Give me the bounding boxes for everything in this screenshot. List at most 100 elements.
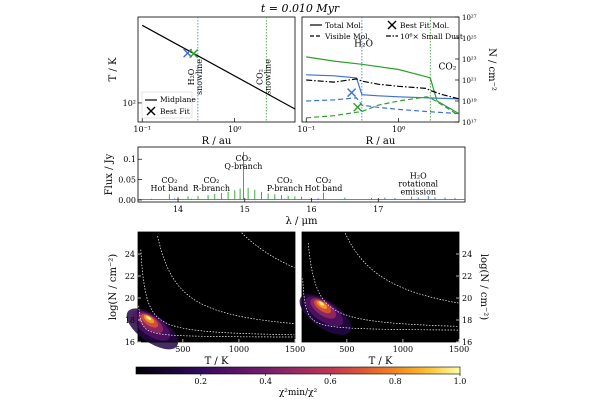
y-tick-label: 10²⁵ <box>462 35 477 43</box>
species-label-0: H₂O <box>354 39 373 49</box>
legend-entry: 10⁶× Small Dust <box>400 32 463 41</box>
contour-line <box>157 236 295 324</box>
y-axis-label: log(N / cm⁻²) <box>108 254 119 320</box>
contour-line <box>241 232 295 268</box>
x-tick-label: 14 <box>173 205 183 214</box>
x-tick-label: 15 <box>240 205 250 214</box>
contour-line <box>307 242 459 327</box>
y-tick-label: 0.00 <box>118 196 136 205</box>
best-fit-co2 <box>189 49 199 59</box>
y-tick-label: 10²¹ <box>462 77 477 85</box>
y-tick-label: 16 <box>125 338 135 347</box>
colorbar-tick-label: 0.8 <box>389 377 402 386</box>
legend-entry: Best Fit Mol. <box>400 21 449 30</box>
y-tick-label: 10²⁷ <box>462 14 477 22</box>
legend-swatch <box>146 106 156 116</box>
colorbar-panel: 0.2 0.4 0.6 0.8 1.0 χ²min/χ² <box>135 366 467 398</box>
spectrum-annotation-5: H₂O <box>410 172 427 181</box>
y-tick-label: 0.1 <box>123 155 136 164</box>
best-fit-co2 <box>353 102 363 112</box>
heatmap-title: H₂O <box>432 236 453 247</box>
legend-entry: Total Mol. <box>325 21 363 30</box>
contour-line <box>140 249 295 336</box>
x-tick-label: 500 <box>339 345 354 354</box>
axes-frame <box>137 231 296 343</box>
heatmap-cell <box>318 301 325 306</box>
spectrum-annotation-3: P-branch <box>267 184 303 193</box>
x-tick-label: 17 <box>373 205 383 214</box>
x-axis-label: T / K <box>369 356 393 367</box>
figure-title: t = 0.010 Myr <box>261 2 340 15</box>
y-tick-label: 10¹⁹ <box>462 98 477 106</box>
y-tick-label: 18 <box>462 316 472 325</box>
x-tick-label: 1500 <box>449 345 469 354</box>
x-axis-label: R / au <box>366 136 396 147</box>
y-tick-label: 16 <box>462 338 472 347</box>
x-axis-label: T / K <box>205 356 229 367</box>
spectrum-annotation-4: CO₂ <box>316 176 332 185</box>
y-tick-label: 0.05 <box>118 176 136 185</box>
y-tick-label: 10²³ <box>462 56 477 64</box>
x-tick-label: 10⁻¹ <box>133 125 151 134</box>
y-tick-label: 22 <box>125 272 135 281</box>
contour-line <box>138 305 295 338</box>
x-tick-label: 500 <box>175 345 190 354</box>
spectrum-annotation-5: rotational <box>398 180 438 189</box>
x-tick-label: 10⁰ <box>392 125 405 134</box>
colorbar-tick-label: 0.6 <box>324 377 337 386</box>
legend-swatch <box>387 20 397 30</box>
y-tick-label: 20 <box>462 294 472 303</box>
legend-box <box>141 91 193 119</box>
y-tick-label: 24 <box>125 250 135 259</box>
snowline-label-0: H₂O <box>187 68 196 85</box>
spectrum-annotation-0: CO₂ <box>161 176 177 185</box>
legend-entry: Best Fit <box>160 107 190 116</box>
colorbar-tick-label: 1.0 <box>454 377 467 386</box>
spectrum-annotation-2: Q-branch <box>224 162 262 171</box>
y-tick-label: 20 <box>125 294 135 303</box>
axes-frame <box>301 231 460 343</box>
x-axis-label: R / au <box>202 136 232 147</box>
spectrum-annotation-3: CO₂ <box>277 176 293 185</box>
x-tick-label: 10⁰ <box>228 125 241 134</box>
series-co2-dashed <box>306 96 460 119</box>
y-tick-label: 24 <box>462 250 472 259</box>
chi2-co2-panel: CO₂ 500 1000 1500 16 18 20 22 24 T / K log(N / cm⁻… <box>108 231 305 367</box>
x-tick-label: 10⁻¹ <box>297 125 315 134</box>
spectrum-annotation-5: emission <box>400 188 436 197</box>
colorbar-tick-label: 0.2 <box>194 377 207 386</box>
y-axis-label: N / cm⁻² <box>486 48 497 91</box>
species-label-1: CO₂ <box>438 63 456 73</box>
best-fit-h2o <box>347 88 357 98</box>
x-axis-label: λ / μm <box>285 216 318 227</box>
colorbar-bar <box>135 366 461 375</box>
series-dust-dashdot <box>306 78 460 100</box>
heatmap-cell <box>145 315 152 320</box>
colorbar-tick-label: 0.4 <box>259 377 272 386</box>
y-axis-label: Flux / Jy <box>104 153 115 195</box>
contour-line <box>302 278 459 331</box>
spectrum-annotation-4: Hot band <box>305 184 343 193</box>
y-tick-label: 22 <box>462 272 472 281</box>
snowline-label-1: CO₂ <box>255 69 264 85</box>
axes-frame <box>137 16 296 123</box>
x-tick-label: 1000 <box>229 345 249 354</box>
series-h2o-dashed <box>306 97 460 115</box>
spectrum-annotation-1: R-branch <box>193 184 230 193</box>
spectrum-annotation-0: Hot band <box>151 184 189 193</box>
heatmap-title: CO₂ <box>269 236 289 247</box>
series-h2o-solid <box>306 74 460 100</box>
x-tick-label: 1000 <box>393 345 413 354</box>
spectrum-annotation-2: CO₂ <box>235 154 251 163</box>
contour-line <box>344 233 459 304</box>
y-tick-label: 10² <box>123 99 136 108</box>
y-axis-label: T / K <box>108 57 119 81</box>
column-density-panel: H₂O CO₂ 10⁻¹ 10⁰ 10¹⁷ 10¹⁹ 10²¹ 10²³ 10²⁵ 10²⁷ R /… <box>297 14 497 147</box>
series-co2-solid <box>306 56 460 115</box>
axes-frame <box>137 146 466 203</box>
y-tick-label: 10¹⁷ <box>462 119 477 127</box>
